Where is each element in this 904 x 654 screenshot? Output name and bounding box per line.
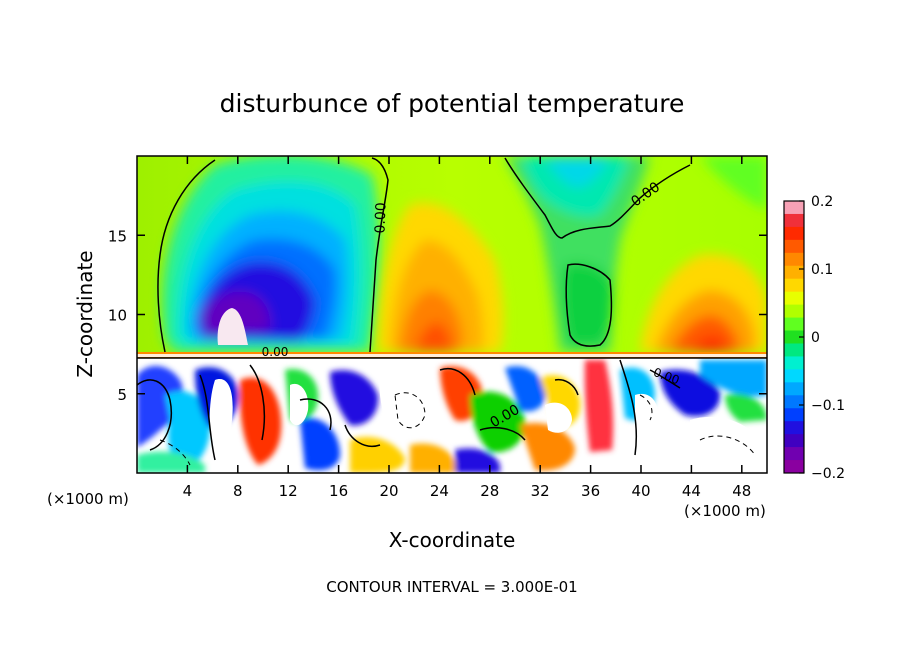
- contour-label: 0.00: [262, 345, 289, 359]
- x-tick-label: 12: [279, 482, 298, 500]
- contour-interval-note: CONTOUR INTERVAL = 3.000E-01: [326, 578, 577, 596]
- colorbar-swatch: [784, 304, 804, 319]
- contour-zero-center: [504, 157, 691, 239]
- colorbar-swatch: [784, 213, 804, 228]
- colorbar-tick-label: −0.2: [811, 466, 845, 482]
- x-tick-label: 16: [329, 482, 348, 500]
- x-axis-label: X-coordinate: [389, 528, 516, 552]
- colorbar-swatch: [784, 434, 804, 448]
- colorbar-swatch: [784, 291, 804, 306]
- x-tick-label: 28: [480, 482, 499, 500]
- x-tick-label: 24: [430, 482, 449, 500]
- colorbar-swatch: [784, 382, 804, 396]
- x-tick-label: 32: [531, 482, 550, 500]
- colorbar-swatch: [784, 395, 804, 409]
- colorbar-swatch: [784, 226, 804, 241]
- contour-label: 0.00: [372, 202, 389, 234]
- warm-anomaly-right: [640, 254, 767, 352]
- chart-title: disturbunce of potential temperature: [220, 89, 685, 118]
- colorbar-tick-label: 0.2: [811, 194, 833, 210]
- warm-spot-left: [217, 308, 248, 345]
- contour-lower-3: [159, 394, 653, 466]
- boundary-strip-white: [137, 354, 767, 357]
- x-tick-label: 8: [233, 482, 243, 500]
- contour-lower-2: [394, 392, 756, 456]
- colorbar-swatch: [784, 239, 804, 254]
- colorbar-swatch: [784, 408, 804, 422]
- cold-anomaly-center: [505, 156, 650, 352]
- contour-lines: [137, 157, 767, 466]
- x-unit-label-right: (×1000 m): [684, 502, 766, 520]
- y-tick-label: 5: [117, 386, 127, 404]
- x-tick-label: 44: [682, 482, 701, 500]
- colorbar-tick-label: 0.1: [811, 262, 833, 278]
- x-tick-label: 4: [183, 482, 193, 500]
- colorbar-swatch: [784, 278, 804, 293]
- x-tick-label: 48: [732, 482, 751, 500]
- colorbar-swatch: [784, 343, 804, 357]
- colorbar-swatch: [784, 447, 804, 461]
- contour-zero-left: [157, 157, 389, 353]
- cool-edge-right: [700, 156, 767, 210]
- y-axis-label: Z-coordinate: [73, 250, 97, 377]
- colorbar-swatch: [784, 421, 804, 435]
- lower-turbulent-layer: [137, 358, 767, 473]
- colorbar-tick-label: 0: [811, 330, 820, 346]
- x-axis-ticks: 4 8 12 16 20 24 28 32 36 40 44 48: [183, 156, 751, 500]
- x-unit-label-left: (×1000 m): [47, 490, 129, 508]
- colorbar-swatch: [784, 265, 804, 280]
- y-tick-label: 10: [108, 307, 127, 325]
- contour-closed-center: [565, 263, 613, 347]
- x-tick-label: 20: [379, 482, 398, 500]
- colorbar-swatch: [784, 460, 804, 474]
- heatmap-field: [137, 156, 767, 473]
- x-tick-label: 40: [631, 482, 650, 500]
- colorbar-ticks: 0.2 0.1 0 −0.1 −0.2: [799, 194, 845, 482]
- colorbar-swatch: [784, 317, 804, 332]
- colorbar-swatch: [784, 330, 804, 344]
- cold-anomaly-left: [162, 156, 380, 352]
- colorbar: [783, 200, 805, 474]
- y-tick-label: 15: [108, 227, 127, 245]
- y-axis-ticks: 5 10 15: [108, 227, 767, 404]
- colorbar-swatch: [784, 201, 804, 215]
- colorbar-tick-label: −0.1: [811, 398, 845, 414]
- colorbar-swatch: [784, 356, 804, 370]
- colorbar-swatch: [784, 369, 804, 383]
- contour-lower-1: [137, 359, 681, 461]
- warm-anomaly-center: [378, 202, 504, 352]
- x-tick-label: 36: [581, 482, 600, 500]
- colorbar-swatch: [784, 252, 804, 267]
